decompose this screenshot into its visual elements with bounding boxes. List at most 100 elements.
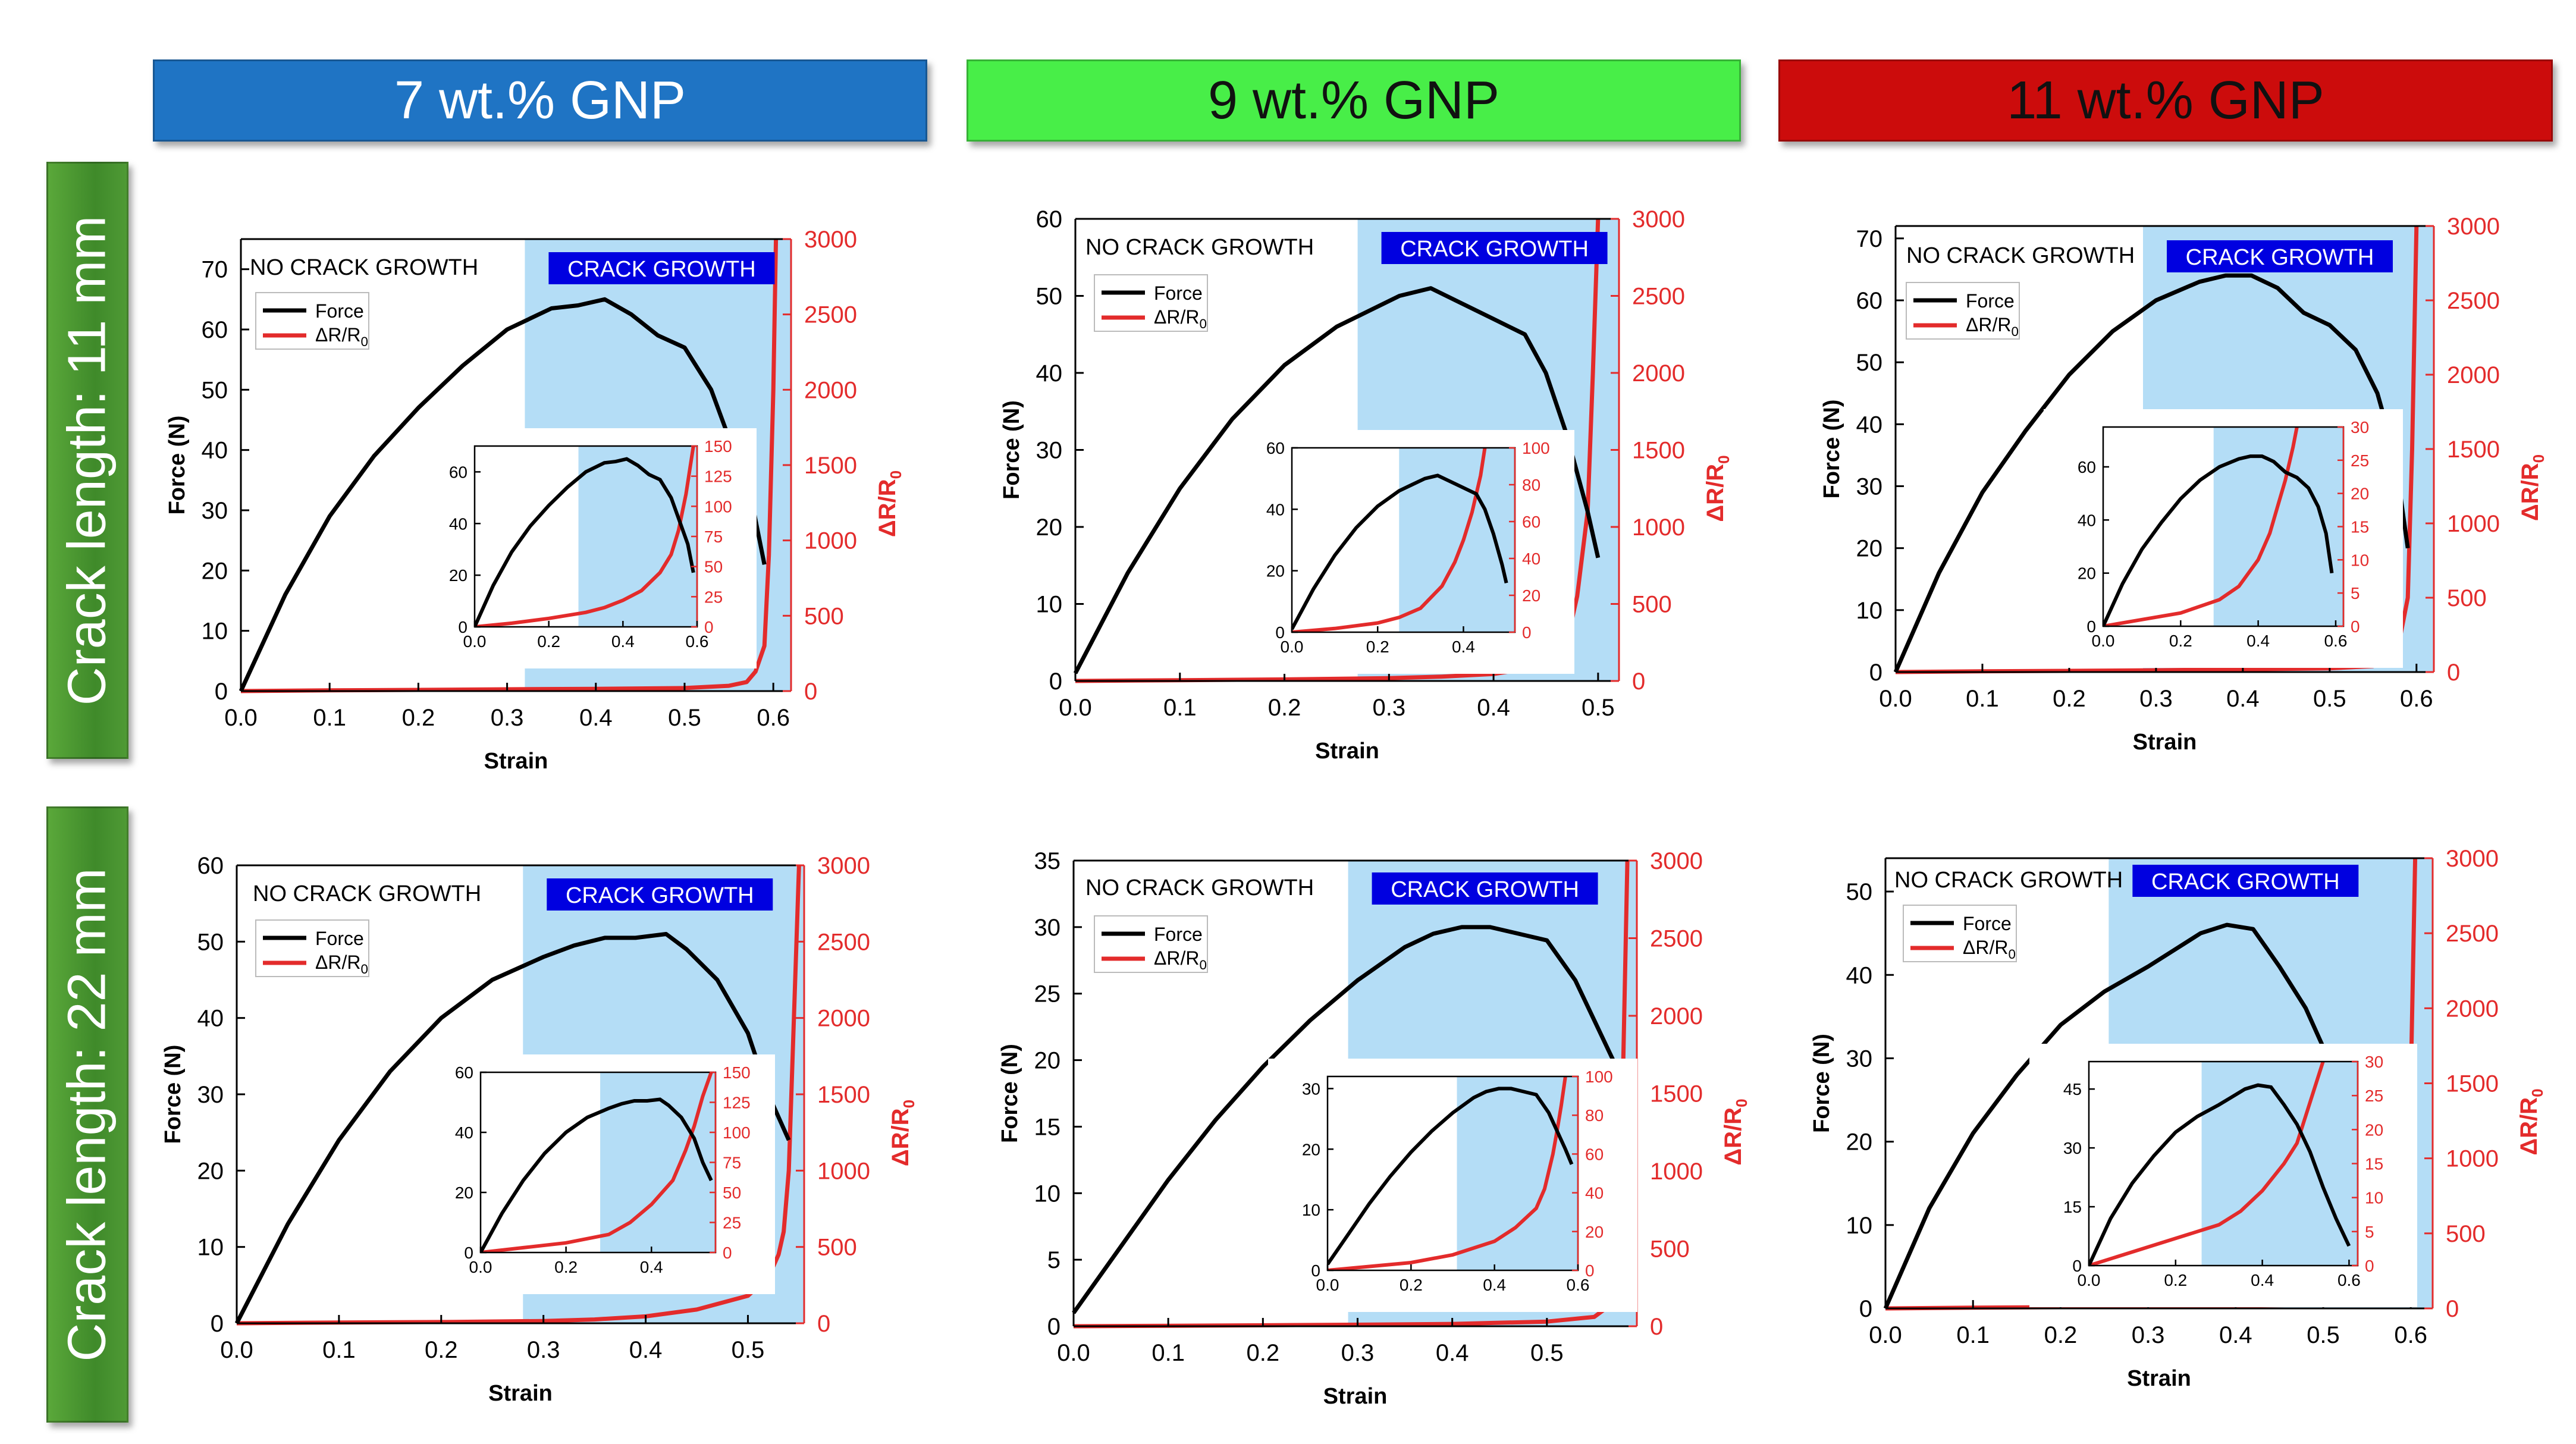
x-tick-label: 0.4 bbox=[2226, 686, 2260, 712]
y-tick-label: 20 bbox=[1034, 1048, 1061, 1074]
inset-x-tick-label: 0.0 bbox=[2078, 1271, 2101, 1289]
y-tick-label: 30 bbox=[1036, 438, 1063, 464]
inset-x-tick-label: 0.4 bbox=[2251, 1271, 2274, 1289]
inset-y-tick-label: 0 bbox=[464, 1244, 473, 1262]
inset-y-tick-label: 60 bbox=[449, 463, 467, 481]
legend-label-force: Force bbox=[1154, 282, 1203, 304]
x-tick-label: 0.1 bbox=[1966, 686, 1999, 712]
y2-tick-label: 0 bbox=[1632, 668, 1645, 695]
y-tick-label: 60 bbox=[1036, 206, 1063, 233]
series-line-force bbox=[1893, 273, 2410, 673]
x-tick-label: 0.2 bbox=[425, 1337, 458, 1363]
inset-x-tick-label: 0.4 bbox=[640, 1258, 663, 1276]
crack-growth-label: CRACK GROWTH bbox=[2186, 245, 2374, 270]
inset-crack-zone bbox=[1457, 1076, 1578, 1270]
y2-tick-label: 3000 bbox=[2447, 214, 2500, 240]
x-tick-label: 0.3 bbox=[2139, 686, 2173, 712]
x-tick-label: 0.1 bbox=[1163, 695, 1197, 721]
y2-tick-label: 1000 bbox=[2447, 511, 2500, 537]
inset-y2-tick-label: 150 bbox=[704, 437, 732, 456]
y2-tick-label: 500 bbox=[817, 1235, 857, 1261]
inset-series-force bbox=[1292, 473, 1508, 630]
y-tick-label: 40 bbox=[1846, 962, 1873, 988]
crack-growth-label-bg bbox=[548, 252, 775, 284]
y-axis-label: Force (N) bbox=[997, 1044, 1022, 1143]
crack-growth-label: CRACK GROWTH bbox=[2151, 869, 2340, 894]
x-tick-label: 0.3 bbox=[2132, 1322, 2165, 1348]
y2-tick-label: 1000 bbox=[1650, 1159, 1703, 1185]
inset-y2-tick-label: 50 bbox=[704, 558, 723, 576]
y2-tick-label: 1500 bbox=[2446, 1071, 2499, 1097]
y2-axis-label: ΔR/R0 bbox=[1702, 455, 1733, 522]
y2-tick-label: 2500 bbox=[1632, 284, 1685, 310]
inset-y2-tick-label: 15 bbox=[2351, 518, 2369, 536]
inset-y2-tick-label: 0 bbox=[1585, 1261, 1595, 1280]
y-tick-label: 15 bbox=[1034, 1114, 1061, 1140]
y-axis-label: Force (N) bbox=[999, 400, 1024, 500]
y2-tick-label: 2500 bbox=[817, 929, 870, 955]
legend-box bbox=[1094, 915, 1208, 973]
inset-x-tick-label: 0.2 bbox=[2169, 632, 2192, 650]
y2-tick-label: 0 bbox=[2447, 660, 2460, 686]
y2-tick-label: 500 bbox=[804, 603, 844, 629]
column-header-label: 9 wt.% GNP bbox=[1207, 70, 1500, 130]
x-tick-label: 0.2 bbox=[1247, 1340, 1280, 1366]
x-tick-label: 0.0 bbox=[1057, 1340, 1090, 1366]
y-tick-label: 50 bbox=[202, 377, 228, 403]
y2-tick-label: 2000 bbox=[804, 377, 857, 403]
y-tick-label: 0 bbox=[215, 679, 228, 705]
inset-y2-tick-label: 80 bbox=[1585, 1106, 1604, 1125]
crack-growth-label-bg bbox=[1372, 872, 1598, 905]
chart-panel-c13: 0.0 0.1 0.2 0.3 0.4 0.5 0.60102030405060700500… bbox=[1819, 214, 2547, 755]
x-tick-label: 0.1 bbox=[313, 705, 346, 731]
series-line-force bbox=[1073, 286, 1601, 674]
y-tick-label: 20 bbox=[1846, 1129, 1873, 1156]
y-tick-label: 10 bbox=[197, 1235, 224, 1261]
y2-tick-label: 2000 bbox=[2447, 362, 2500, 388]
y2-tick-label: 500 bbox=[2447, 585, 2487, 611]
x-tick-label: 0.4 bbox=[579, 705, 613, 731]
no-crack-growth-label: NO CRACK GROWTH bbox=[250, 255, 478, 280]
inset-crack-zone bbox=[2201, 1062, 2358, 1266]
y2-tick-label: 2000 bbox=[1650, 1003, 1703, 1029]
inset-crack-zone bbox=[1399, 448, 1515, 632]
y-tick-label: 0 bbox=[1049, 668, 1062, 695]
y-axis-label: Force (N) bbox=[1819, 400, 1844, 499]
inset-x-tick-label: 0.4 bbox=[1452, 638, 1475, 656]
y-axis-label: Force (N) bbox=[165, 416, 190, 515]
y2-tick-label: 3000 bbox=[1632, 206, 1685, 233]
inset-background bbox=[1268, 1059, 1637, 1312]
y-tick-label: 40 bbox=[1036, 360, 1063, 387]
y2-tick-label: 1000 bbox=[817, 1158, 870, 1184]
x-tick-label: 0.5 bbox=[1582, 695, 1615, 721]
inset-y2-tick-label: 20 bbox=[1522, 586, 1540, 605]
inset-chart: 0.0 0.2 0.4 0 20 40 60 0 20 40 60 80 100 bbox=[1232, 430, 1574, 674]
x-tick-label: 0.6 bbox=[757, 705, 790, 731]
inset-y2-tick-label: 25 bbox=[704, 588, 723, 606]
x-tick-label: 0.0 bbox=[224, 705, 258, 731]
inset-y-tick-label: 20 bbox=[1302, 1140, 1320, 1159]
y2-tick-label: 2000 bbox=[2446, 996, 2499, 1022]
y-tick-label: 30 bbox=[1846, 1046, 1873, 1072]
y-tick-label: 5 bbox=[1047, 1247, 1060, 1273]
x-axis-label: Strain bbox=[488, 1381, 553, 1406]
x-tick-label: 0.4 bbox=[629, 1337, 663, 1363]
crack-growth-label-bg bbox=[1381, 232, 1608, 264]
y-tick-label: 50 bbox=[197, 929, 224, 955]
inset-y-tick-label: 20 bbox=[2078, 564, 2096, 583]
y2-tick-label: 3000 bbox=[1650, 848, 1703, 874]
inset-y-tick-label: 45 bbox=[2063, 1080, 2082, 1098]
inset-y2-tick-label: 100 bbox=[723, 1123, 751, 1142]
inset-y-tick-label: 60 bbox=[455, 1063, 473, 1082]
inset-y2-tick-label: 60 bbox=[1585, 1145, 1604, 1163]
inset-y2-tick-label: 0 bbox=[1522, 623, 1532, 642]
no-crack-growth-label: NO CRACK GROWTH bbox=[1085, 875, 1314, 900]
chart-panel-c11: 0.0 0.1 0.2 0.3 0.4 0.5 0.60102030405060700500… bbox=[165, 227, 905, 774]
x-tick-label: 0.1 bbox=[322, 1337, 356, 1363]
y-tick-label: 60 bbox=[202, 317, 228, 343]
x-axis-label: Strain bbox=[2133, 730, 2197, 755]
inset-crack-zone bbox=[578, 446, 697, 627]
x-tick-label: 0.2 bbox=[2044, 1322, 2078, 1348]
inset-y2-tick-label: 25 bbox=[723, 1214, 741, 1232]
